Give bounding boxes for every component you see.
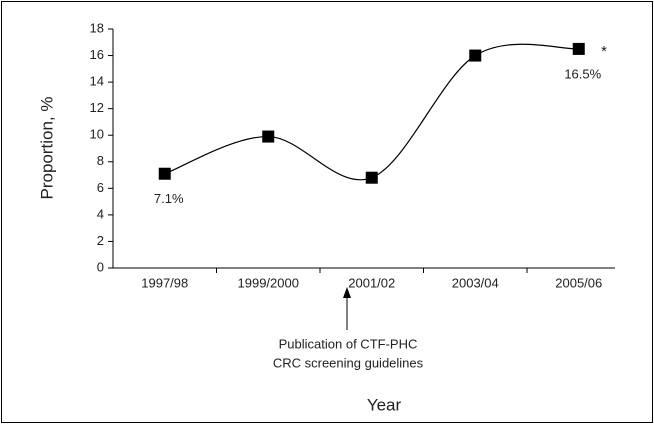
y-tick-label: 14 (90, 74, 104, 89)
marker (469, 49, 482, 62)
y-tick-label: 10 (90, 127, 104, 142)
marker (262, 130, 275, 143)
y-tick-label: 4 (97, 206, 104, 221)
x-tick-label: 2003/04 (452, 275, 499, 290)
data-label: 7.1% (154, 191, 184, 206)
y-tick-label: 2 (97, 233, 104, 248)
marker (572, 42, 585, 55)
y-tick-label: 8 (97, 153, 104, 168)
y-tick-label: 0 (97, 259, 104, 274)
y-tick-label: 6 (97, 180, 104, 195)
x-axis-label: Year (367, 395, 402, 414)
data-label: 16.5% (564, 66, 601, 81)
annotation-line: Publication of CTF-PHC (279, 336, 418, 351)
y-tick-label: 18 (90, 20, 104, 35)
x-tick-label: 1999/2000 (238, 275, 299, 290)
y-tick-label: 16 (90, 47, 104, 62)
note-mark: * (601, 43, 607, 60)
x-tick-label: 1997/98 (141, 275, 188, 290)
arrow-head (343, 287, 351, 298)
y-axis-label: Proportion, % (37, 97, 56, 200)
x-tick-label: 2001/02 (348, 275, 395, 290)
x-tick-label: 2005/06 (555, 275, 602, 290)
marker (365, 171, 378, 184)
marker (158, 167, 171, 180)
annotation-line: CRC screening guidelines (273, 355, 424, 370)
line (164, 43, 579, 181)
y-tick-label: 12 (90, 100, 104, 115)
